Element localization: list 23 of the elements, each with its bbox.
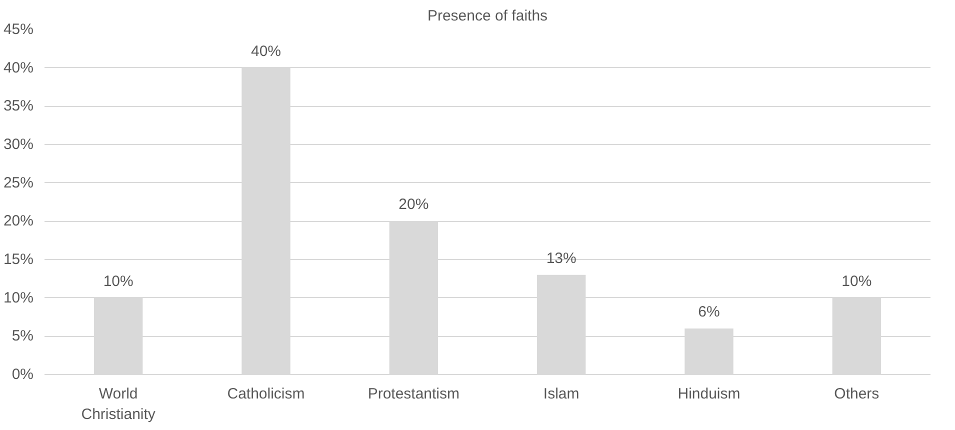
data-label: 40% <box>250 42 282 60</box>
x-tick-label: Catholicism <box>227 386 305 402</box>
y-tick-label: 45% <box>3 21 34 38</box>
x-tick-label: Others <box>834 386 880 402</box>
y-tick-label: 30% <box>3 136 34 153</box>
data-label: 6% <box>698 304 720 320</box>
data-label: 20% <box>398 196 429 214</box>
data-label: 10% <box>842 272 872 290</box>
y-tick-label: 35% <box>3 98 34 115</box>
y-tick-label: 5% <box>12 328 34 345</box>
x-tick-label: World Christianity <box>81 386 156 423</box>
data-label: 13% <box>546 250 576 267</box>
data-label: 10% <box>103 272 134 290</box>
y-tick-label: 15% <box>3 251 34 268</box>
y-tick-label: 0% <box>12 366 34 383</box>
x-tick-label: Islam <box>543 386 580 402</box>
y-tick-label: 25% <box>3 174 34 192</box>
y-tick-label: 10% <box>3 289 34 306</box>
chart-title: Presence of faiths <box>427 8 548 24</box>
x-tick-label: Protestantism <box>368 386 460 402</box>
x-tick-label: Hinduism <box>678 386 740 402</box>
y-tick-label: 40% <box>3 59 34 76</box>
y-tick-label: 20% <box>3 212 34 230</box>
